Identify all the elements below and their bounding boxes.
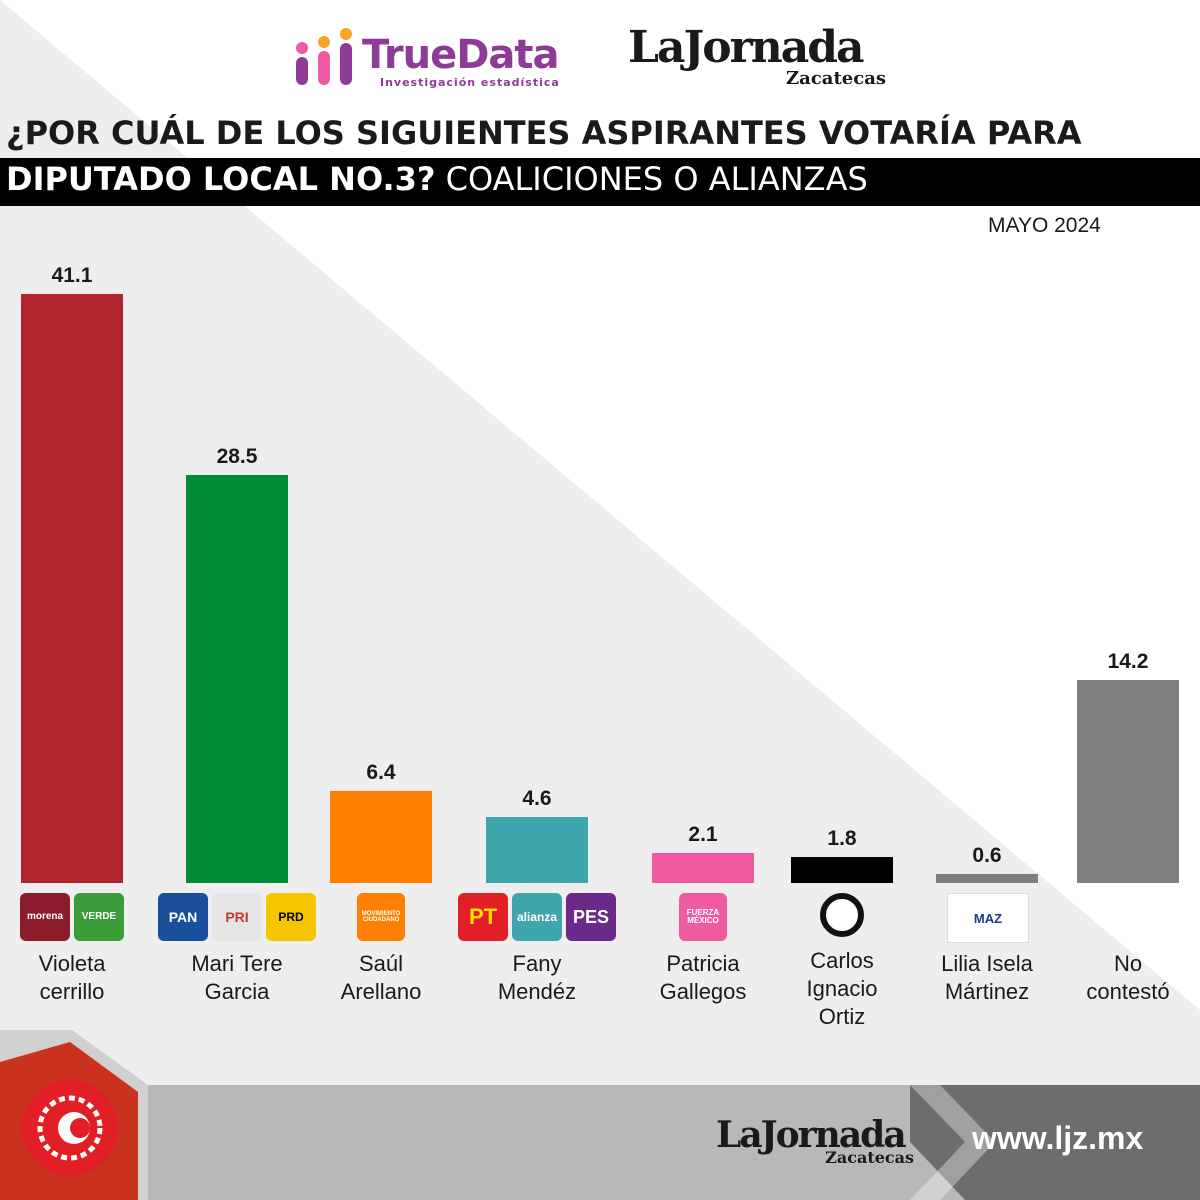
footer-jornada-name: LaJornada [716, 1114, 907, 1156]
footer-jornada-logo: LaJornada Zacatecas [716, 1114, 916, 1174]
footer-url: www.ljz.mx [972, 1120, 1144, 1156]
truedata-name: TrueData [362, 32, 560, 78]
value-label-3: 6.4 [366, 761, 396, 785]
bar-6 [791, 857, 893, 883]
question-line-2-rest: COALICIONES O ALIANZAS [435, 160, 868, 198]
truedata-icon [296, 28, 352, 85]
value-label-1: 41.1 [51, 264, 93, 287]
truedata-tagline: Investigación estadística [380, 76, 560, 89]
bar-3 [330, 791, 432, 883]
party-logo-1-2: VERDE [74, 893, 124, 941]
value-label-6: 1.8 [827, 827, 857, 851]
candidate-label-5: Patricia Gallegos [659, 951, 747, 1004]
party-logo-7-1: MAZ [947, 893, 1029, 943]
party-logo-4-3: PES [566, 893, 616, 941]
candidate-label-1: Violeta cerrillo [38, 951, 106, 1004]
bar-1 [21, 294, 123, 883]
question-band [0, 158, 1200, 206]
footer-right-panel [910, 1085, 1200, 1200]
party-logo-1-1: morena [20, 893, 70, 941]
party-logo-4-2: alianza [512, 893, 562, 941]
question-line-2-bold: DIPUTADO LOCAL NO.3? [6, 160, 436, 198]
candidate-label-8: No contestó [1086, 951, 1170, 1004]
party-logo-2-1: PAN [158, 893, 208, 941]
background-triangle [0, 0, 1200, 1085]
question-line-2: DIPUTADO LOCAL NO.3? COALICIONES O ALIAN… [6, 160, 868, 198]
survey-date: MAYO 2024 [988, 214, 1101, 237]
bar-2 [186, 474, 288, 883]
value-label-8: 14.2 [1107, 649, 1149, 673]
bar-7 [936, 874, 1038, 883]
value-label-4: 4.6 [522, 787, 552, 811]
candidate-label-4: Fany Mendéz [497, 951, 577, 1004]
question-line-1: ¿POR CUÁL DE LOS SIGUIENTES ASPIRANTES V… [6, 114, 1082, 152]
footer-chevron [910, 1085, 995, 1200]
bar-5 [652, 852, 754, 883]
footer-jornada-city: Zacatecas [825, 1148, 914, 1167]
candidate-label-2: Mari Tere Garcia [191, 951, 283, 1004]
party-logo-3-1: MOVIMIENTO CIUDADANO [357, 893, 405, 941]
bar-8 [1077, 679, 1179, 883]
party-logo-5-1: FUERZA MÉXICO [679, 893, 727, 941]
value-label-7: 0.6 [972, 844, 1002, 868]
sun-emblem-icon [22, 1080, 118, 1176]
candidate-label-7: Lilia Isela Mártinez [941, 951, 1033, 1004]
candidate-label-3: Saúl Arellano [340, 951, 422, 1004]
bar-4 [486, 817, 588, 883]
jornada-name: LaJornada [628, 22, 865, 73]
truedata-logo: TrueData Investigación estadística [292, 22, 562, 92]
jornada-city: Zacatecas [786, 68, 886, 89]
value-label-5: 2.1 [688, 822, 718, 846]
value-label-2: 28.5 [216, 444, 258, 468]
party-logo-2-3: PRD [266, 893, 316, 941]
jornada-logo: LaJornada Zacatecas [628, 22, 888, 92]
party-logo-6-1 [820, 893, 864, 937]
candidate-label-6: Carlos Ignacio Ortiz [806, 948, 878, 1029]
party-logo-4-1: PT [458, 893, 508, 941]
party-logo-2-2: PRI [212, 893, 262, 941]
